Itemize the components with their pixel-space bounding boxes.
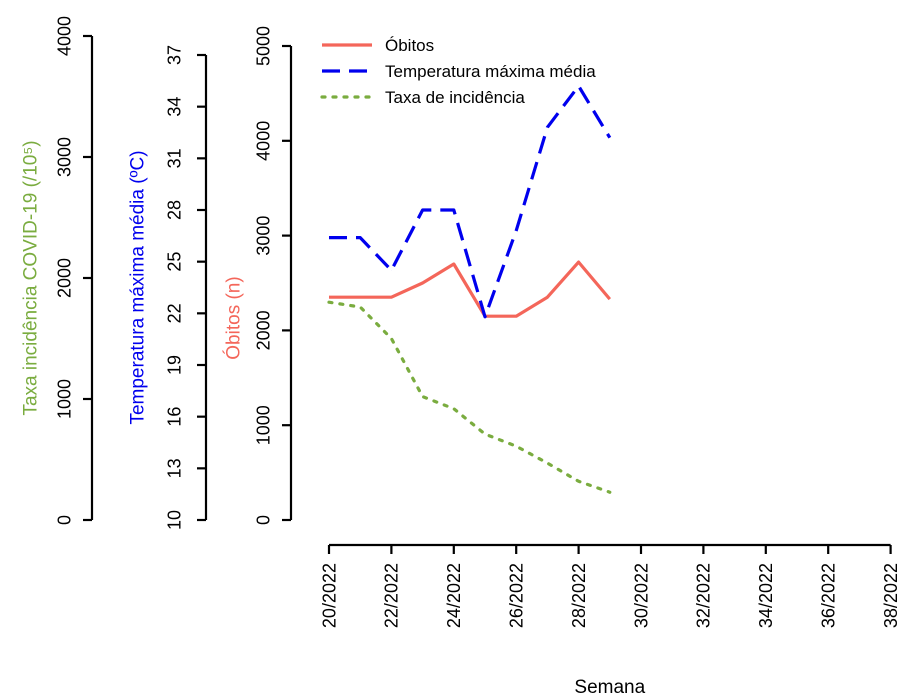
x-tick-label: 22/2022 [382, 563, 402, 628]
x-tick-label: 32/2022 [694, 563, 714, 628]
temperature-tick-label: 10 [164, 510, 184, 530]
x-tick-label: 20/2022 [319, 563, 339, 628]
temperature-tick-label: 31 [164, 148, 184, 168]
temperature-tick-label: 28 [164, 200, 184, 220]
axes-layer: 0 1000 2000 3000 4000 Taxa incidência COVID-1… [21, 16, 901, 628]
temperature-tick-label: 34 [164, 97, 184, 117]
incidence-tick-label: 3000 [54, 137, 74, 177]
deaths-tick-label: 2000 [253, 310, 273, 350]
deaths-tick-label: 4000 [253, 121, 273, 161]
deaths-tick-label: 3000 [253, 216, 273, 256]
x-axis-title: Semana [574, 677, 645, 698]
incidence-tick-label: 1000 [54, 379, 74, 419]
legend-label-0: Óbitos [385, 36, 434, 55]
x-tick-label: 34/2022 [756, 563, 776, 628]
incidence-tick-label: 0 [54, 515, 74, 525]
legend-label-2: Taxa de incidência [385, 88, 525, 107]
x-tick-label: 36/2022 [819, 563, 839, 628]
deaths-axis-title: Óbitos (n) [223, 276, 245, 359]
incidence-axis-title: Taxa incidência COVID-19 (/10⁵) [21, 140, 42, 415]
series-layer [327, 84, 612, 494]
legend-label-1: Temperatura máxima média [385, 62, 596, 81]
x-tick-label: 30/2022 [631, 563, 651, 628]
temperature-tick-label: 13 [164, 458, 184, 478]
series-line-1 [329, 84, 612, 319]
x-tick-label: 28/2022 [569, 563, 589, 628]
series-line-0 [329, 260, 612, 318]
temperature-tick-label: 16 [164, 407, 184, 427]
deaths-tick-label: 1000 [253, 405, 273, 445]
x-tick-label: 38/2022 [881, 563, 901, 628]
incidence-tick-label: 2000 [54, 258, 74, 298]
temperature-tick-label: 19 [164, 355, 184, 375]
deaths-tick-label: 0 [253, 515, 273, 525]
incidence-tick-label: 4000 [54, 16, 74, 56]
legend: Óbitos Temperatura máxima média Taxa de in… [320, 36, 596, 107]
temperature-axis-title: Temperatura máxima média (ºC) [128, 150, 149, 424]
temperature-tick-label: 25 [164, 252, 184, 272]
temperature-tick-label: 22 [164, 303, 184, 323]
temperature-tick-label: 37 [164, 45, 184, 65]
x-tick-label: 24/2022 [444, 563, 464, 628]
deaths-tick-label: 5000 [253, 26, 273, 66]
series-line-2 [327, 300, 612, 494]
x-tick-label: 26/2022 [507, 563, 527, 628]
